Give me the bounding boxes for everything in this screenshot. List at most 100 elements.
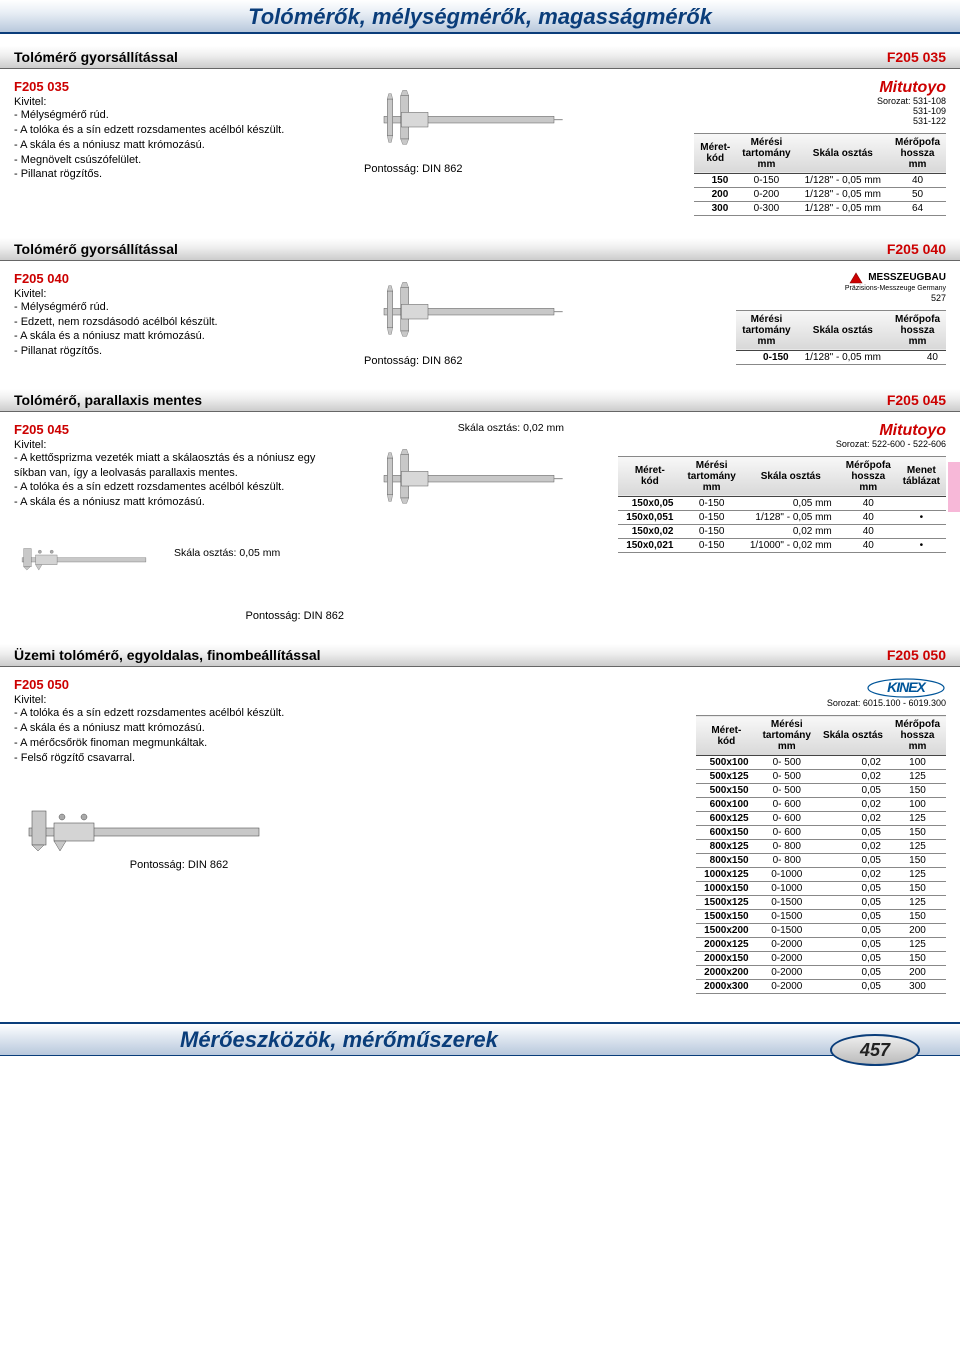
table-cell: 64	[889, 201, 946, 215]
bullet: - A skála és a nóniusz matt krómozású.	[14, 329, 344, 344]
table-row: 150x0,020-1500,02 mm40	[618, 524, 946, 538]
section-title: Üzemi tolómérő, egyoldalas, finombeállít…	[14, 647, 321, 663]
section-title: Tolómérő gyorsállítással	[14, 241, 178, 257]
bullet: - Pillanat rögzítős.	[14, 344, 344, 359]
table-cell: 150x0,021	[618, 538, 681, 552]
bullet: - A kettősprizma vezeték miatt a skálaos…	[14, 451, 344, 481]
table-cell: 300	[694, 201, 736, 215]
table-cell: 125	[889, 938, 946, 952]
side-tab	[948, 462, 960, 512]
table-row: 600x1000- 6000,02100	[696, 798, 946, 812]
table-cell: 500x100	[696, 756, 757, 770]
table-row: 2000x1500-20000,05150	[696, 952, 946, 966]
table-row: 500x1500- 5000,05150	[696, 784, 946, 798]
right-column: Mitutoyo Sorozat: 531-108531-109531-122 M…	[584, 79, 946, 216]
skala-note: Skála osztás: 0,02 mm	[364, 422, 564, 434]
left-column: F205 035Kivitel:- Mélységmérő rúd.- A to…	[14, 79, 344, 216]
right-column: KINEX Sorozat: 6015.100 - 6019.300Méret-…	[364, 677, 946, 994]
table-cell: 1/128" - 0,05 mm	[797, 201, 889, 215]
table-cell: 0-2000	[757, 952, 817, 966]
right-column: Mitutoyo Sorozat: 522-600 - 522-606Méret…	[584, 422, 946, 622]
table-cell: 40	[840, 510, 897, 524]
table-cell: 0-1500	[757, 924, 817, 938]
table-cell	[897, 524, 946, 538]
bullet: - A skála és a nóniusz matt krómozású.	[14, 721, 344, 736]
table-cell: 0,05	[817, 896, 889, 910]
table-cell: 0-150	[736, 173, 796, 187]
table-cell: 150x0,05	[618, 496, 681, 510]
section-header: Tolómérő gyorsállítással F205 035	[0, 46, 960, 69]
table-cell: 125	[889, 812, 946, 826]
table-cell: 0-150	[681, 510, 741, 524]
table-header: Mérőpofahosszamm	[889, 716, 946, 756]
table-cell: 1500x150	[696, 910, 757, 924]
table-cell: 1/128" - 0,05 mm	[797, 173, 889, 187]
mid-column: Skála osztás: 0,02 mm	[364, 422, 564, 622]
kivitel-label: Kivitel:	[14, 288, 344, 300]
section-title: Tolómérő, parallaxis mentes	[14, 392, 202, 408]
table-cell: 0,02	[817, 840, 889, 854]
section-code: F205 050	[887, 647, 946, 663]
table-row: 600x1250- 6000,02125	[696, 812, 946, 826]
product-code: F205 045	[14, 422, 344, 437]
caliper-image	[364, 271, 564, 351]
table-row: 150x0,0210-1501/1000" - 0,02 mm40•	[618, 538, 946, 552]
table-cell: 0- 600	[757, 812, 817, 826]
table-cell: 0,02	[817, 770, 889, 784]
table-cell: 0- 600	[757, 798, 817, 812]
table-cell: 2000x300	[696, 980, 757, 994]
bullet: - Pillanat rögzítős.	[14, 167, 344, 182]
section-code: F205 040	[887, 241, 946, 257]
table-cell: 0,02	[817, 756, 889, 770]
table-cell: 0,05	[817, 882, 889, 896]
table-header: Skála osztás	[797, 133, 889, 173]
brand-series: Sorozat: 6015.100 - 6019.300	[364, 699, 946, 709]
table-cell: 150x0,02	[618, 524, 681, 538]
brand-box: Mitutoyo Sorozat: 531-108531-109531-122	[584, 79, 946, 127]
table-row: 800x1500- 8000,05150	[696, 854, 946, 868]
table-cell: 0-1000	[757, 882, 817, 896]
table-header: Méret-kód	[696, 716, 757, 756]
table-cell: 0- 800	[757, 854, 817, 868]
table-cell: 0,02	[817, 798, 889, 812]
section-header: Tolómérő gyorsállítással F205 040	[0, 238, 960, 261]
table-cell: 600x150	[696, 826, 757, 840]
table-row: 800x1250- 8000,02125	[696, 840, 946, 854]
right-column: MESSZEUGBAU Präzisions-Messzeuge Germany…	[584, 271, 946, 367]
table-cell: 125	[889, 840, 946, 854]
table-cell: 500x125	[696, 770, 757, 784]
table-wrap: Méret-kódMérésitartománymmSkála osztásMé…	[694, 133, 946, 216]
table-wrap: MérésitartománymmSkála osztásMérőpofahos…	[736, 310, 946, 365]
brand-logo: Mitutoyo	[584, 422, 946, 440]
table-cell: 0,02	[817, 868, 889, 882]
table-cell: 40	[840, 538, 897, 552]
table-cell: 0,05	[817, 784, 889, 798]
table-cell: 1/128" - 0,05 mm	[742, 510, 840, 524]
table-row: 500x1250- 5000,02125	[696, 770, 946, 784]
table-cell: 0-150	[736, 350, 796, 364]
caliper-image: Skála osztás: 0,05 mm	[14, 520, 344, 590]
table-row: 1000x1250-10000,02125	[696, 868, 946, 882]
table-cell: 0-2000	[757, 980, 817, 994]
table-cell: 0-2000	[757, 966, 817, 980]
product-table: MérésitartománymmSkála osztásMérőpofahos…	[736, 310, 946, 365]
product-table: Méret-kódMérésitartománymmSkála osztásMé…	[696, 715, 946, 994]
table-cell: 0-2000	[757, 938, 817, 952]
brand-logo: MESSZEUGBAU	[584, 271, 946, 285]
bullet: - A skála és a nóniusz matt krómozású.	[14, 495, 344, 510]
table-header: Mérésitartománymm	[736, 133, 796, 173]
table-cell: 1000x125	[696, 868, 757, 882]
table-cell: 150	[889, 952, 946, 966]
table-cell: 40	[840, 524, 897, 538]
table-cell: 0- 600	[757, 826, 817, 840]
table-row: 2000x1250-20000,05125	[696, 938, 946, 952]
table-cell: 125	[889, 770, 946, 784]
page-number: 457	[830, 1034, 920, 1066]
table-cell: 150x0,051	[618, 510, 681, 524]
table-wrap: Méret-kódMérésitartománymmSkála osztásMé…	[696, 715, 946, 994]
page: Tolómérők, mélységmérők, magasságmérők T…	[0, 0, 960, 1072]
table-cell: 200	[889, 966, 946, 980]
table-header: Mérésitartománymm	[681, 456, 741, 496]
table-cell: 0,05	[817, 938, 889, 952]
table-header: Skála osztás	[797, 310, 889, 350]
